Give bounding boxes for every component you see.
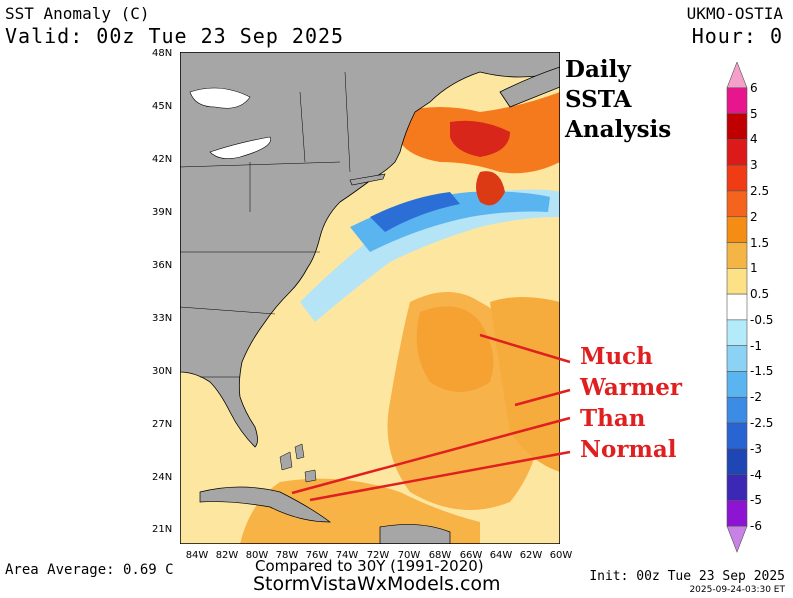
lat-label: 39N xyxy=(152,207,173,218)
cool-band-outer xyxy=(300,189,560,322)
lon-label: 78W xyxy=(275,550,299,561)
arrow-line xyxy=(514,388,571,407)
gulf-of-maine-hot xyxy=(450,120,510,157)
colorbar-cell xyxy=(726,319,748,346)
colorbar-label: 6 xyxy=(750,80,758,95)
colorbar-label: 5 xyxy=(750,106,758,121)
colorbar-cell xyxy=(726,422,748,450)
lat-label: 24N xyxy=(152,472,173,483)
lat-label: 42N xyxy=(152,154,173,165)
forecast-hour: Hour: 0 xyxy=(691,24,783,48)
model-name: UKMO-OSTIA xyxy=(686,4,783,23)
annotation-warmer: Warmer xyxy=(580,374,682,401)
annotation-much: Much xyxy=(580,343,653,370)
hispaniola xyxy=(379,524,451,544)
long-island xyxy=(349,173,386,186)
colorbar-cell xyxy=(726,396,748,424)
lat-label: 36N xyxy=(152,260,173,271)
colorbar-cell xyxy=(726,242,748,269)
colorbar-cell xyxy=(726,87,748,114)
colorbar-cell xyxy=(726,448,748,475)
lat-label: 45N xyxy=(152,101,173,112)
arrow-line xyxy=(291,416,571,495)
colorbar-label: 0.5 xyxy=(750,287,770,302)
lon-label: 64W xyxy=(489,550,513,561)
warm-anomaly-east xyxy=(490,297,560,472)
lon-label: 82W xyxy=(215,550,239,561)
colorbar-cell xyxy=(726,139,748,166)
colorbar-label: 1.5 xyxy=(750,235,770,250)
cuba xyxy=(199,486,332,523)
colorbar-label: -4 xyxy=(750,467,762,482)
colorbar-cell xyxy=(726,62,748,89)
great-lake-1 xyxy=(189,87,251,109)
colorbar-cell xyxy=(726,113,748,140)
colorbar-cell xyxy=(726,525,748,553)
colorbar-label: -1.5 xyxy=(750,364,774,379)
lat-label: 48N xyxy=(152,48,173,59)
area-average: Area Average: 0.69 C xyxy=(5,562,174,578)
colorbar-cell xyxy=(726,474,748,501)
lon-label: 60W xyxy=(549,550,573,561)
colorbar-label: 1 xyxy=(750,261,758,276)
arrow-line xyxy=(479,333,571,364)
colorbar-cell xyxy=(726,371,748,398)
annotation-analysis: Analysis xyxy=(565,116,672,143)
sst-anomaly-map xyxy=(180,52,560,544)
lon-label: 62W xyxy=(519,550,543,561)
annotation-daily: Daily xyxy=(565,56,631,83)
colorbar-cell xyxy=(726,293,748,321)
lon-label: 66W xyxy=(459,550,483,561)
great-lake-2 xyxy=(209,136,271,159)
lon-label: 84W xyxy=(185,550,209,561)
us-landmass xyxy=(180,52,560,448)
colorbar-label: -0.5 xyxy=(750,312,774,327)
colorbar xyxy=(726,62,748,553)
colorbar-label: 4 xyxy=(750,132,758,147)
annotation-than: Than xyxy=(580,405,646,432)
cool-band-core xyxy=(370,192,460,232)
arrow-line xyxy=(309,450,571,502)
lat-label: 33N xyxy=(152,313,173,324)
annotation-ssta: SSTA xyxy=(565,86,632,113)
colorbar-label: -6 xyxy=(750,519,762,534)
colorbar-label: -2 xyxy=(750,390,762,405)
colorbar-cell xyxy=(726,164,748,192)
nova-scotia xyxy=(499,66,560,108)
map-title: SST Anomaly (C) xyxy=(5,4,150,23)
lon-label: 74W xyxy=(335,550,359,561)
valid-time: Valid: 00z Tue 23 Sep 2025 xyxy=(5,24,345,48)
annotation-normal: Normal xyxy=(580,436,677,463)
lon-label: 70W xyxy=(397,550,421,561)
lon-label: 68W xyxy=(428,550,452,561)
lon-label: 72W xyxy=(366,550,390,561)
colorbar-label: -5 xyxy=(750,493,762,508)
lon-label: 80W xyxy=(245,550,269,561)
lon-label: 76W xyxy=(305,550,329,561)
issue-stamp: 2025-09-24-03:30 ET xyxy=(689,585,785,595)
eddy-hot xyxy=(476,171,505,206)
colorbar-cell xyxy=(726,500,748,527)
colorbar-cell xyxy=(726,216,748,243)
colorbar-label: -3 xyxy=(750,441,762,456)
warm-anomaly-core xyxy=(416,306,494,392)
colorbar-cell xyxy=(726,345,748,372)
colorbar-label: -2.5 xyxy=(750,416,774,431)
colorbar-label: 2.5 xyxy=(750,183,770,198)
colorbar-cell xyxy=(726,268,748,295)
init-time: Init: 00z Tue 23 Sep 2025 xyxy=(589,569,785,584)
state-borders xyxy=(180,71,351,378)
colorbar-cell xyxy=(726,190,748,218)
climatology-note: Compared to 30Y (1991-2020) xyxy=(255,557,484,575)
colorbar-label: 2 xyxy=(750,209,758,224)
lat-label: 27N xyxy=(152,419,173,430)
colorbar-label: 3 xyxy=(750,158,758,173)
lat-label: 21N xyxy=(152,524,173,535)
colorbar-label: -1 xyxy=(750,338,762,353)
lat-label: 30N xyxy=(152,366,173,377)
bahamas xyxy=(279,443,317,483)
site-url: StormVistaWxModels.com xyxy=(253,573,501,595)
